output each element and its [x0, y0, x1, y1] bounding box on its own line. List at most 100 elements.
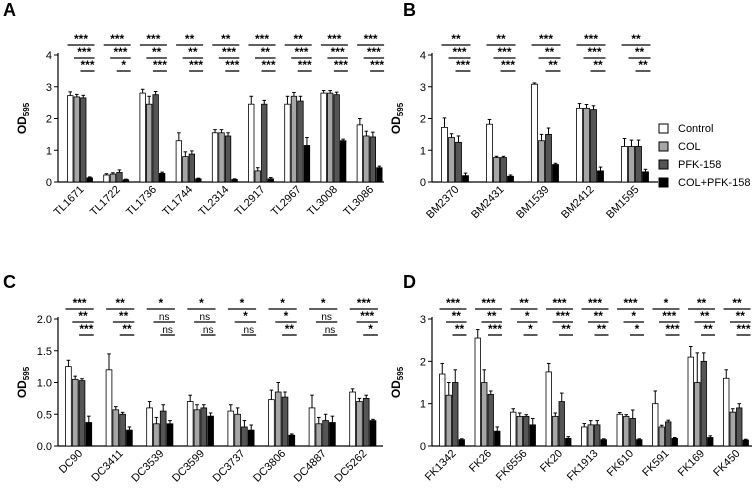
significance-label: *** — [446, 296, 460, 310]
significance-label: *** — [364, 32, 378, 46]
bar — [218, 132, 225, 183]
significance-label: *** — [539, 32, 553, 46]
significance-label: * — [368, 322, 373, 336]
significance-label: *** — [73, 296, 87, 310]
significance-label: ** — [119, 309, 129, 323]
bar — [303, 145, 311, 183]
bar — [538, 140, 545, 183]
bar — [145, 103, 153, 183]
y-tick-label: 4 — [46, 50, 52, 62]
x-tick-label: DC3539 — [129, 448, 166, 485]
bar — [78, 380, 86, 447]
significance-label: *** — [153, 58, 167, 72]
significance-label: * — [158, 296, 163, 310]
bar — [445, 394, 452, 447]
legend-swatch-col — [658, 141, 669, 152]
x-tick-label: BM1595 — [604, 184, 641, 221]
bar — [590, 109, 597, 183]
bar — [621, 146, 628, 183]
significance-label: ** — [732, 296, 742, 310]
bar — [552, 164, 559, 183]
x-tick-label: FK1342 — [423, 448, 459, 484]
bar — [234, 413, 241, 447]
bar — [652, 403, 659, 447]
legend-label-control: Control — [678, 123, 713, 135]
significance-label: *** — [367, 45, 381, 59]
chart-panel-c: COD5950.00.51.01.52.0DC90********DC3411*… — [3, 272, 383, 485]
significance-label: ** — [736, 309, 746, 323]
bar — [581, 426, 588, 447]
bar — [248, 103, 255, 183]
bar — [628, 146, 635, 183]
bar — [462, 175, 469, 183]
bar — [200, 407, 208, 447]
significance-label: ** — [451, 32, 461, 46]
y-tick-label: 3 — [420, 82, 426, 94]
bar — [494, 430, 501, 447]
bar — [146, 407, 153, 447]
bar — [736, 407, 743, 447]
significance-label: *** — [588, 296, 602, 310]
bar — [73, 96, 80, 183]
x-tick-label: DC3599 — [170, 448, 207, 485]
significance-label: ** — [697, 296, 707, 310]
bar — [268, 399, 275, 447]
significance-label: *** — [110, 32, 124, 46]
legend-swatch-control — [658, 123, 669, 134]
bar — [274, 391, 282, 447]
x-tick-label: DC90 — [57, 448, 85, 476]
bar — [487, 393, 494, 447]
x-tick-label: BM2431 — [469, 184, 506, 221]
significance-label: *** — [261, 58, 275, 72]
x-tick-label: BM2370 — [424, 184, 461, 221]
significance-label: ns — [162, 325, 173, 336]
bar — [658, 426, 665, 447]
y-tick-label: 4 — [420, 50, 426, 62]
bar — [71, 378, 79, 447]
bar — [642, 171, 649, 183]
bar — [723, 377, 730, 447]
x-tick-label: TL2967 — [269, 184, 304, 219]
significance-label: ** — [152, 45, 162, 59]
x-tick-label: FK1913 — [565, 448, 601, 484]
bar — [85, 422, 93, 447]
significance-label: ** — [548, 58, 558, 72]
significance-label: * — [664, 296, 669, 310]
bar — [687, 356, 694, 447]
y-tick-label: 0 — [420, 177, 426, 189]
x-tick-label: TL3086 — [341, 184, 376, 219]
significance-label: * — [199, 296, 204, 310]
bar — [86, 177, 93, 183]
bar — [288, 434, 296, 447]
significance-label: ** — [487, 309, 497, 323]
bar — [516, 415, 523, 447]
panel-label: C — [3, 272, 16, 292]
significance-label: ns — [203, 325, 214, 336]
bar — [600, 439, 607, 447]
significance-label: * — [528, 322, 533, 336]
significance-label: ** — [700, 309, 710, 323]
bar — [224, 135, 232, 183]
chart-panel-b: BOD59501234BM2370********BM2431********B… — [389, 0, 658, 221]
bar — [629, 418, 636, 447]
significance-label: *** — [370, 58, 384, 72]
significance-label: *** — [74, 32, 88, 46]
y-tick-label: 1.0 — [37, 378, 52, 390]
significance-label: *** — [736, 322, 750, 336]
significance-label: ** — [188, 45, 198, 59]
significance-label: ** — [638, 58, 648, 72]
bar — [707, 437, 714, 447]
bar — [315, 423, 323, 447]
significance-label: ** — [594, 309, 604, 323]
x-tick-label: TL2917 — [233, 184, 268, 219]
significance-label: ** — [597, 322, 607, 336]
bar — [742, 439, 749, 447]
bar — [290, 95, 298, 183]
significance-label: ns — [159, 312, 170, 323]
bar — [267, 178, 274, 183]
legend-swatch-pfk158 — [658, 159, 669, 170]
bar — [158, 173, 166, 183]
bar — [211, 132, 219, 183]
bar — [635, 146, 642, 183]
